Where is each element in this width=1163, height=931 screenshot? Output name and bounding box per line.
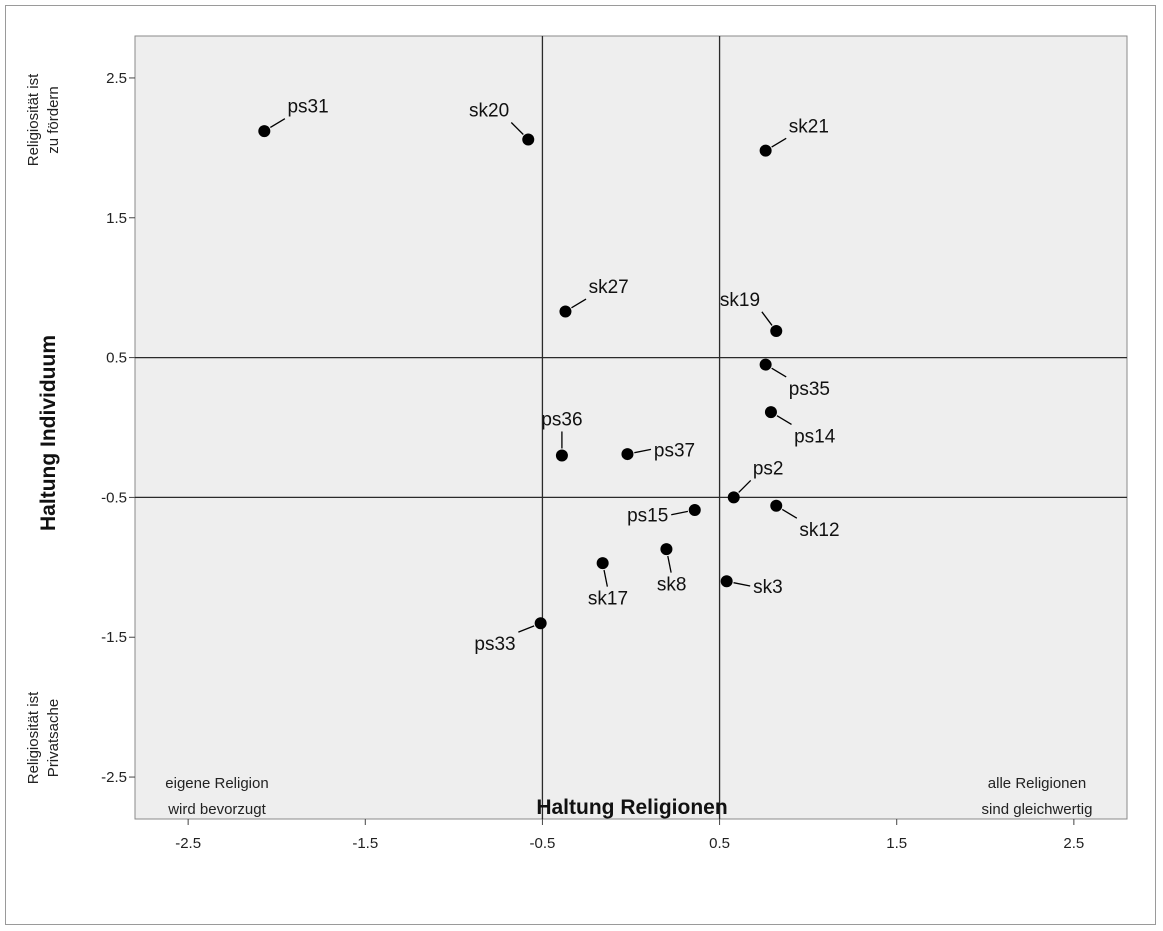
- label-sk21: sk21: [789, 116, 829, 137]
- x-tick-label: -1.5: [352, 835, 378, 852]
- leader-sk20: [510, 122, 524, 135]
- x-tick-label: 1.5: [886, 835, 907, 852]
- label-ps36: ps36: [541, 409, 582, 430]
- y-tick-label: -2.5: [101, 769, 127, 786]
- point-ps36: [555, 449, 568, 462]
- point-labels: ps31 sk20 sk21 sk27 sk19 ps35 ps14 ps36 ps37 ps2 s…: [287, 97, 839, 655]
- point-ps31: [258, 125, 271, 138]
- label-leaders: [269, 118, 798, 633]
- point-ps14: [764, 406, 777, 419]
- y-tick-label: 2.5: [106, 70, 127, 87]
- x-annotation-right-line1: alle Religionen: [988, 775, 1086, 792]
- point-ps33: [534, 617, 547, 630]
- label-sk17: sk17: [588, 589, 628, 610]
- scatter-chart: -2.5 -1.5 -0.5 0.5 1.5 2.5 2.51.50.5-0.5-1.5-…: [25, 35, 1128, 852]
- label-ps37: ps37: [654, 440, 695, 461]
- y-annotation-top-line2: zu fördern: [45, 86, 62, 154]
- y-axis-ticks: 2.5 1.5 0.5 -0.5 -1.5 -2.5: [101, 70, 135, 786]
- label-ps14: ps14: [794, 426, 836, 447]
- chart-frame: -2.5 -1.5 -0.5 0.5 1.5 2.5 2.5 1.5 0.5 -0.5 -1.5-…: [5, 5, 1156, 925]
- x-annotation-left-line2: wird bevorzugt: [167, 801, 266, 818]
- label-sk27: sk27: [589, 277, 629, 298]
- leader-ps14: [776, 415, 792, 426]
- leader-ps33: [518, 625, 535, 633]
- leader-sk19: [761, 311, 773, 326]
- x-annotation-left-line1: eigene Religion: [165, 775, 268, 792]
- point-ps2: [727, 491, 740, 504]
- y-axis-title: Haltung Individuum: [37, 335, 60, 531]
- x-tick-label: -2.5: [175, 835, 201, 852]
- x-tick-label: 2.5: [1063, 835, 1084, 852]
- leader-sk17: [603, 569, 609, 587]
- label-ps2: ps2: [753, 458, 784, 479]
- leader-sk27: [571, 298, 587, 309]
- leader-ps2: [738, 479, 752, 493]
- point-sk19: [770, 325, 783, 338]
- label-ps33: ps33: [474, 634, 515, 655]
- point-sk27: [559, 305, 572, 318]
- point-sk3: [720, 575, 733, 588]
- y-tick-label: 0.5: [106, 350, 127, 367]
- leader-sk21: [771, 137, 787, 148]
- point-ps35: [759, 358, 772, 371]
- leader-ps37: [634, 448, 652, 454]
- leader-sk8: [667, 555, 672, 573]
- leader-ps15: [671, 510, 689, 516]
- x-tick-label: 0.5: [709, 835, 730, 852]
- label-sk8: sk8: [657, 575, 687, 596]
- leader-sk3: [733, 582, 751, 587]
- y-tick-label: -1.5: [101, 629, 127, 646]
- point-ps15: [688, 503, 701, 516]
- y-annotation-top-line1: Religiosität ist: [25, 73, 42, 166]
- reference-lines: [135, 36, 1127, 819]
- y-tick-label: -0.5: [101, 489, 127, 506]
- leader-ps31: [269, 118, 286, 129]
- y-annotation-bottom-line2: Privatsache: [45, 699, 62, 777]
- point-sk17: [596, 557, 609, 570]
- point-sk8: [660, 543, 673, 556]
- label-sk12: sk12: [799, 520, 839, 541]
- data-points: [258, 125, 783, 630]
- plot-area: [134, 35, 1128, 820]
- y-tick-label: 1.5: [106, 210, 127, 227]
- x-axis-title: Haltung Religionen: [536, 796, 727, 819]
- leader-ps35: [771, 367, 787, 378]
- x-annotation-right-line2: sind gleichwertig: [982, 801, 1093, 818]
- label-sk20: sk20: [469, 100, 509, 121]
- x-axis-ticks: -2.5 -1.5 -0.5 0.5 1.5 2.5: [175, 819, 1084, 852]
- point-sk12: [770, 499, 783, 512]
- label-sk19: sk19: [720, 290, 760, 311]
- leader-sk12: [781, 508, 798, 519]
- label-ps15: ps15: [627, 506, 668, 527]
- point-ps37: [621, 448, 634, 461]
- point-sk20: [522, 133, 535, 146]
- x-tick-label: -0.5: [529, 835, 555, 852]
- y-annotation-bottom-line1: Religiosität ist: [25, 691, 42, 784]
- label-sk3: sk3: [753, 577, 783, 598]
- label-ps35: ps35: [789, 379, 830, 400]
- label-ps31: ps31: [287, 97, 328, 118]
- point-sk21: [759, 144, 772, 157]
